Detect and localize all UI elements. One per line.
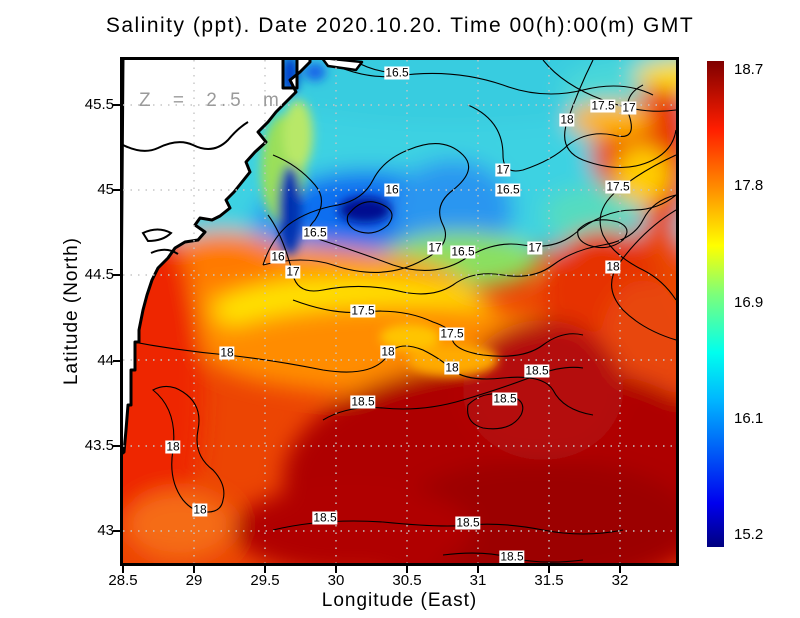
contour-label: 18.5 xyxy=(312,510,338,525)
contour-label: 17.5 xyxy=(590,98,616,113)
contour-label: 18 xyxy=(219,345,235,360)
colorbar-tick-label: 18.7 xyxy=(734,61,764,78)
contour-label: 17.5 xyxy=(350,303,376,318)
contour-label: 16.5 xyxy=(450,244,476,259)
contour-label: 18 xyxy=(605,259,621,274)
chart-title: Salinity (ppt). Date 2020.10.20. Time 00… xyxy=(105,14,695,37)
contour-label: 17 xyxy=(495,162,511,177)
contour-label: 17 xyxy=(427,240,443,255)
contour-label: 18.5 xyxy=(524,363,550,378)
y-tick-label: 43.5 xyxy=(84,436,114,454)
salinity-field-canvas xyxy=(123,60,676,563)
x-tick-mark xyxy=(193,566,195,573)
colorbar-tick-label: 16.1 xyxy=(734,409,764,427)
contour-label: 18 xyxy=(380,344,396,359)
x-tick-mark xyxy=(406,566,408,573)
contour-label: 18.5 xyxy=(350,394,376,409)
y-tick-label: 45.5 xyxy=(84,96,114,113)
contour-label: 17.5 xyxy=(605,179,631,194)
y-tick-mark xyxy=(113,104,120,106)
y-tick-label: 43 xyxy=(97,522,114,539)
x-tick-mark xyxy=(477,566,479,573)
contour-label: 16 xyxy=(384,182,400,197)
contour-label: 17 xyxy=(527,240,543,255)
contour-label: 18 xyxy=(192,502,208,517)
y-tick-mark xyxy=(113,274,120,277)
contour-label: 17.5 xyxy=(439,326,465,341)
x-tick-label: 31 xyxy=(469,572,487,589)
y-tick-mark xyxy=(113,530,120,532)
x-tick-label: 28.5 xyxy=(108,572,138,589)
y-tick-label: 44 xyxy=(97,351,114,369)
colorbar-tick-label: 15.2 xyxy=(734,526,764,543)
y-tick-mark xyxy=(113,189,120,192)
contour-label: 17 xyxy=(285,264,301,279)
y-tick-label: 45 xyxy=(97,181,114,199)
depth-annotation: Z = 2.5 m xyxy=(139,90,283,111)
x-tick-mark xyxy=(619,566,621,573)
x-tick-label: 29.5 xyxy=(250,572,280,589)
y-tick-mark xyxy=(113,359,120,362)
x-tick-mark xyxy=(122,566,124,573)
x-tick-mark xyxy=(335,566,337,573)
x-tick-label: 31.5 xyxy=(534,572,564,589)
contour-label: 17 xyxy=(621,100,637,115)
contour-label: 16 xyxy=(270,249,286,264)
contour-label: 16.5 xyxy=(495,182,521,197)
contour-label: 18 xyxy=(165,439,181,454)
x-axis-label: Longitude (East) xyxy=(321,590,478,611)
map-plot-area: Z = 2.5 m 16.5 18 17.5 17 16 17 16.5 17.5 16.5 16… xyxy=(123,60,676,563)
colorbar-tick-label: 16.9 xyxy=(734,293,764,311)
contour-label: 16.5 xyxy=(384,65,410,80)
y-tick-mark xyxy=(113,444,120,447)
contour-label: 16.5 xyxy=(302,225,328,240)
y-axis-label: Latitude (North) xyxy=(61,236,82,386)
x-tick-mark xyxy=(264,566,266,573)
contour-label: 18.5 xyxy=(455,515,481,530)
x-tick-label: 29 xyxy=(185,572,203,589)
contour-label: 18 xyxy=(559,112,575,127)
colorbar xyxy=(707,61,724,547)
contour-label: 18 xyxy=(444,360,460,375)
contour-label: 18.5 xyxy=(499,549,525,563)
y-tick-label: 44.5 xyxy=(84,266,114,284)
contour-label: 18.5 xyxy=(492,391,518,406)
x-tick-label: 30.5 xyxy=(392,572,422,589)
coastline-land xyxy=(123,60,364,455)
x-tick-label: 32 xyxy=(611,572,629,589)
graticule-grid xyxy=(123,60,676,563)
x-tick-label: 30 xyxy=(327,572,345,589)
colorbar-tick-label: 17.8 xyxy=(734,177,764,195)
x-tick-mark xyxy=(548,566,550,573)
